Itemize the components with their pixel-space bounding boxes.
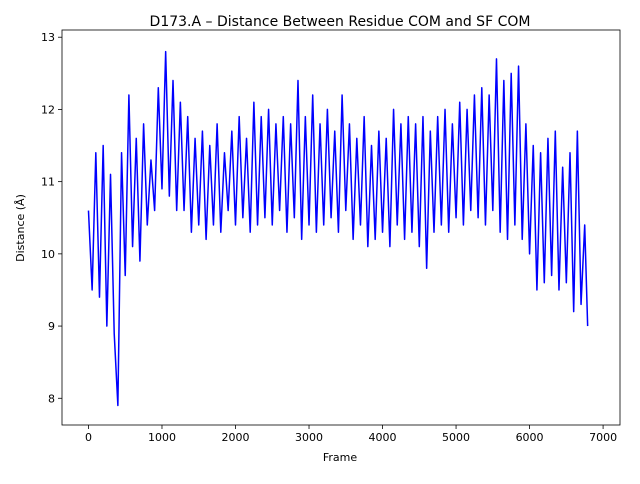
- y-axis-label: Distance (Å): [14, 194, 27, 262]
- plot-frame: [61, 29, 621, 426]
- x-tick-label: 0: [85, 431, 92, 444]
- x-axis-label: Frame: [323, 451, 358, 464]
- y-tick-label: 8: [48, 392, 55, 405]
- y-tick-label: 10: [41, 248, 55, 261]
- y-tick-label: 9: [48, 320, 55, 333]
- x-tick-label: 7000: [589, 431, 617, 444]
- chart-title: D173.A – Distance Between Residue COM an…: [150, 14, 531, 30]
- y-tick-label: 11: [41, 176, 55, 189]
- x-tick-label: 4000: [369, 431, 397, 444]
- x-tick-label: 1000: [148, 431, 176, 444]
- x-tick-label: 6000: [516, 431, 544, 444]
- x-tick-label: 5000: [442, 431, 470, 444]
- x-tick-label: 3000: [295, 431, 323, 444]
- data-line: [87, 50, 589, 407]
- y-tick-label: 12: [41, 103, 55, 116]
- x-tick-label: 2000: [222, 431, 250, 444]
- y-tick-label: 13: [41, 31, 55, 44]
